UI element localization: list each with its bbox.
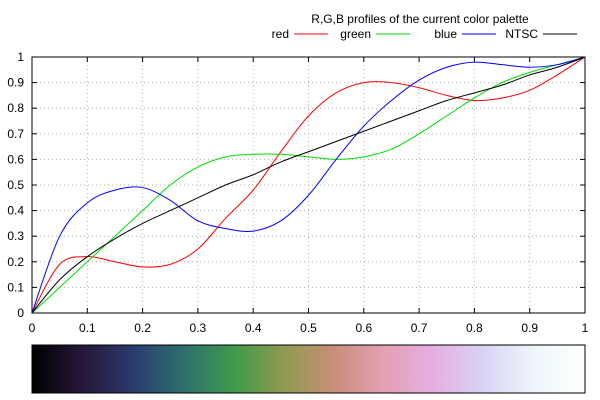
legend-label-red: red [272, 27, 289, 41]
y-tick-label: 0.3 [7, 229, 24, 243]
legend-label-green: green [340, 27, 371, 41]
x-tick-label: 0.9 [521, 321, 538, 335]
legend-label-ntsc: NTSC [505, 27, 538, 41]
y-tick-label: 1 [17, 50, 24, 64]
series-line-ntsc [31, 56, 586, 314]
y-tick-label: 0 [17, 306, 24, 320]
x-tick-label: 0.5 [300, 321, 317, 335]
y-tick-label: 0.6 [7, 152, 24, 166]
y-tick-label: 0.4 [7, 204, 24, 218]
axis-ticks: 0 0.1 0.2 0.3 0.4 0.5 0.6 0.7 0.8 0.9 1 0 0.1 0.2 0.3 0… [7, 50, 588, 335]
y-tick-label: 0.5 [7, 178, 24, 192]
grid [32, 57, 585, 313]
legend: red green blue NTSC [272, 27, 577, 41]
x-tick-label: 0.4 [245, 321, 262, 335]
x-tick-label: 0.1 [79, 321, 96, 335]
series-line-green [31, 56, 586, 314]
color-palette-bar [31, 344, 586, 394]
series-line-blue [31, 56, 586, 314]
x-tick-label: 0.6 [355, 321, 372, 335]
x-tick-label: 0.3 [190, 321, 207, 335]
chart-title: R,G,B profiles of the current color pale… [311, 12, 529, 26]
legend-label-blue: blue [434, 27, 457, 41]
x-tick-label: 0 [29, 321, 36, 335]
y-tick-label: 0.1 [7, 280, 24, 294]
y-tick-label: 0.2 [7, 255, 24, 269]
x-tick-label: 0.2 [134, 321, 151, 335]
y-tick-label: 0.7 [7, 127, 24, 141]
x-tick-label: 0.8 [466, 321, 483, 335]
series-line-red [31, 56, 586, 314]
data-series [31, 56, 586, 314]
x-tick-label: 1 [582, 321, 589, 335]
y-tick-label: 0.8 [7, 101, 24, 115]
y-tick-label: 0.9 [7, 76, 24, 90]
x-tick-label: 0.7 [411, 321, 428, 335]
